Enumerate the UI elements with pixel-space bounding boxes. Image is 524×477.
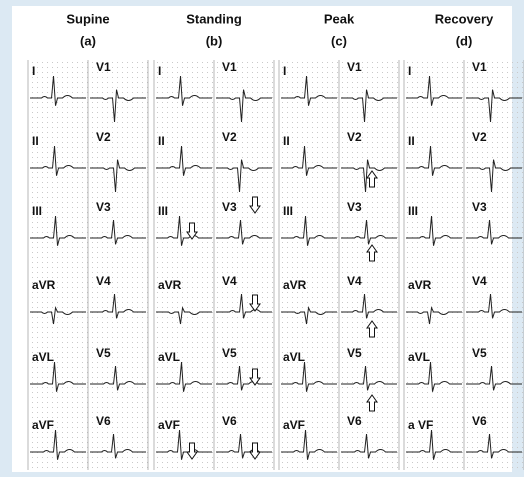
ecg-grid: [279, 60, 339, 470]
lead-label: I: [158, 64, 161, 78]
panel-label: (b): [206, 33, 223, 48]
lead-label: V2: [96, 130, 111, 144]
panel-label: (c): [331, 33, 347, 48]
lead-label: V3: [96, 200, 111, 214]
lead-label: aVR: [283, 278, 307, 292]
lead-label: I: [283, 64, 286, 78]
panel-title: Recovery: [435, 11, 494, 26]
lead-label: III: [158, 204, 168, 218]
ecg-grid: [464, 60, 524, 470]
ecg-grid: [88, 60, 148, 470]
lead-label: aVL: [408, 350, 430, 364]
lead-label: aVL: [158, 350, 180, 364]
lead-label: aVR: [408, 278, 432, 292]
lead-label: I: [408, 64, 411, 78]
lead-label: aVL: [283, 350, 305, 364]
lead-label: V5: [472, 346, 487, 360]
panel-label: (a): [80, 33, 96, 48]
lead-label: I: [32, 64, 35, 78]
lead-label: V4: [472, 274, 487, 288]
lead-label: V1: [222, 60, 237, 74]
lead-label: III: [283, 204, 293, 218]
lead-label: aVF: [158, 418, 180, 432]
lead-label: V1: [96, 60, 111, 74]
panel-title: Peak: [324, 11, 355, 26]
lead-label: II: [158, 134, 165, 148]
lead-label: aVL: [32, 350, 54, 364]
panel-label: (d): [456, 33, 473, 48]
lead-label: V2: [347, 130, 362, 144]
lead-label: II: [283, 134, 290, 148]
lead-label: aVF: [283, 418, 305, 432]
lead-label: V2: [472, 130, 487, 144]
lead-label: V4: [222, 274, 237, 288]
ecg-grid: [214, 60, 274, 470]
lead-label: V5: [96, 346, 111, 360]
lead-label: V5: [222, 346, 237, 360]
lead-label: V1: [472, 60, 487, 74]
lead-label: III: [32, 204, 42, 218]
lead-label: V6: [347, 414, 362, 428]
lead-label: V6: [96, 414, 111, 428]
figure: Supine(a)IIIIIIaVRaVLaVFV1V2V3V4V5V6Stan…: [0, 0, 524, 477]
lead-label: V3: [347, 200, 362, 214]
lead-label: V4: [96, 274, 111, 288]
lead-label: II: [408, 134, 415, 148]
lead-label: aVR: [32, 278, 56, 292]
lead-label: V4: [347, 274, 362, 288]
ecg-grid: [28, 60, 88, 470]
lead-label: aVR: [158, 278, 182, 292]
lead-label: aVF: [32, 418, 54, 432]
ecg-grid: [404, 60, 464, 470]
lead-label: III: [408, 204, 418, 218]
panel-title: Standing: [186, 11, 242, 26]
lead-label: V2: [222, 130, 237, 144]
lead-label: V5: [347, 346, 362, 360]
lead-label: V6: [222, 414, 237, 428]
lead-label: V6: [472, 414, 487, 428]
lead-label: V3: [222, 200, 237, 214]
lead-label: V3: [472, 200, 487, 214]
lead-label: V1: [347, 60, 362, 74]
lead-label: II: [32, 134, 39, 148]
lead-label: a VF: [408, 418, 433, 432]
ecg-grid: [154, 60, 214, 470]
panel-title: Supine: [66, 11, 109, 26]
